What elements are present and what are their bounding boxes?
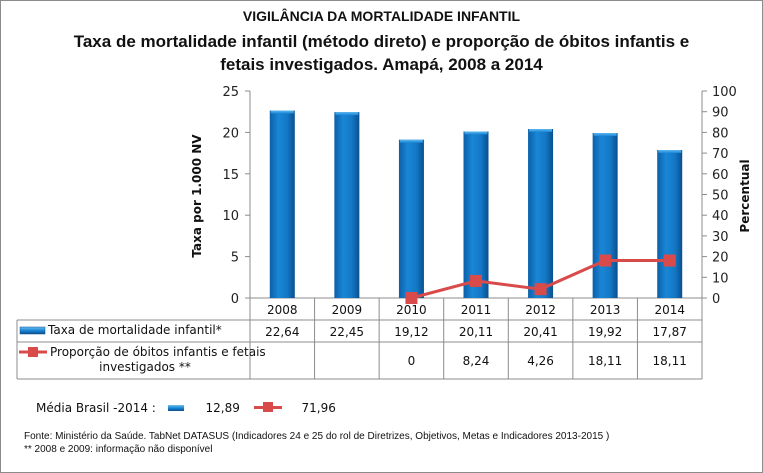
bar-highlight bbox=[529, 129, 553, 133]
brazil-average-percent: 71,96 bbox=[301, 401, 336, 415]
line-legend-marker bbox=[28, 347, 38, 357]
line-marker bbox=[534, 283, 547, 296]
bar-data-label: 22,45 bbox=[330, 325, 364, 339]
y-tick-label: 20 bbox=[222, 126, 239, 141]
y2-tick-label: 60 bbox=[712, 168, 729, 183]
bar bbox=[463, 131, 489, 298]
bar-data-label: 20,41 bbox=[523, 325, 557, 339]
line-marker bbox=[663, 254, 676, 267]
y2-tick-label: 50 bbox=[712, 189, 729, 204]
line-marker bbox=[599, 254, 612, 267]
chart-subtitle-line2: fetais investigados. Amapá, 2008 a 2014 bbox=[220, 55, 543, 74]
y2-tick-label: 20 bbox=[712, 251, 729, 266]
bar-data-label: 17,87 bbox=[653, 325, 687, 339]
bar-legend-icon bbox=[167, 405, 184, 411]
bar-data-label: 19,92 bbox=[588, 325, 622, 339]
y2-tick-label: 70 bbox=[712, 147, 729, 162]
y-axis-label: Taxa por 1.000 NV bbox=[190, 134, 204, 258]
bar-highlight bbox=[399, 139, 423, 143]
y2-tick-label: 100 bbox=[712, 85, 737, 100]
line-data-label: 4,26 bbox=[527, 354, 554, 368]
y2-axis-label: Percentual bbox=[738, 159, 752, 232]
line-data-label: 8,24 bbox=[463, 354, 490, 368]
y2-tick-label: 90 bbox=[712, 106, 729, 121]
chart-subtitle: Taxa de mortalidade infantil (método dir… bbox=[0, 30, 763, 76]
bar bbox=[269, 110, 295, 298]
line-data-label: 18,11 bbox=[588, 354, 622, 368]
chart-subtitle-line1: Taxa de mortalidade infantil (método dir… bbox=[73, 32, 690, 51]
y-tick-label: 10 bbox=[222, 209, 239, 224]
bar-highlight bbox=[464, 131, 488, 135]
bars bbox=[269, 110, 683, 298]
footnote: ** 2008 e 2009: informação não disponíve… bbox=[24, 444, 213, 455]
bar bbox=[592, 133, 618, 298]
bar bbox=[334, 112, 360, 298]
y-tick-label: 15 bbox=[222, 168, 239, 183]
x-tick-label: 2014 bbox=[654, 303, 685, 317]
bar-legend-label: Taxa de mortalidade infantil* bbox=[47, 323, 222, 337]
bar-highlight bbox=[335, 112, 359, 116]
brazil-average: Média Brasil -2014 : 12,89 71,96 bbox=[36, 401, 336, 415]
x-tick-label: 2008 bbox=[267, 303, 298, 317]
x-tick-label: 2009 bbox=[332, 303, 363, 317]
x-tick-label: 2012 bbox=[525, 303, 556, 317]
axes: 0 5 10 15 20 25 0 10 20 30 40 50 60 70 80 90 100 bbox=[222, 85, 736, 307]
y2-tick-label: 30 bbox=[712, 230, 729, 245]
line-marker bbox=[470, 274, 482, 287]
brazil-average-rate: 12,89 bbox=[205, 401, 240, 415]
line-legend-icon bbox=[253, 401, 282, 412]
bar-highlight bbox=[658, 150, 682, 154]
line-legend-label-2: investigados ** bbox=[99, 360, 191, 374]
x-tick-label: 2013 bbox=[590, 303, 621, 317]
bar bbox=[657, 150, 683, 298]
bar bbox=[398, 139, 424, 298]
y-tick-label: 25 bbox=[222, 85, 239, 100]
x-tick-label: 2010 bbox=[396, 303, 427, 317]
brazil-average-label: Média Brasil -2014 : bbox=[36, 401, 156, 415]
line-series bbox=[405, 254, 676, 304]
bar-data-label: 22,64 bbox=[265, 325, 299, 339]
y2-tick-label: 0 bbox=[712, 292, 720, 307]
source-note: Fonte: Ministério da Saúde. TabNet DATAS… bbox=[24, 431, 610, 442]
line-marker bbox=[405, 292, 418, 304]
bar bbox=[528, 129, 554, 298]
y2-tick-label: 80 bbox=[712, 126, 729, 141]
data-table: 2008 2009 2010 2011 2012 2013 2014 22,64 22,45 19… bbox=[16, 298, 703, 380]
line-data-label: 0 bbox=[408, 354, 416, 368]
y2-tick-label: 10 bbox=[712, 271, 729, 286]
bar-highlight bbox=[593, 133, 617, 137]
line-legend-label-1: Proporção de óbitos infantis e fetais bbox=[50, 345, 266, 359]
y-tick-label: 5 bbox=[231, 251, 239, 266]
bar-legend-key bbox=[19, 326, 46, 335]
bar-data-label: 19,12 bbox=[394, 325, 428, 339]
y2-tick-label: 40 bbox=[712, 209, 729, 224]
y-tick-label: 0 bbox=[231, 292, 239, 307]
line-data-label: 18,11 bbox=[653, 354, 687, 368]
chart-title: VIGILÂNCIA DA MORTALIDADE INFANTIL bbox=[242, 8, 521, 24]
x-tick-label: 2011 bbox=[461, 303, 492, 317]
bar-highlight bbox=[270, 110, 294, 114]
bar-data-label: 20,11 bbox=[459, 325, 493, 339]
